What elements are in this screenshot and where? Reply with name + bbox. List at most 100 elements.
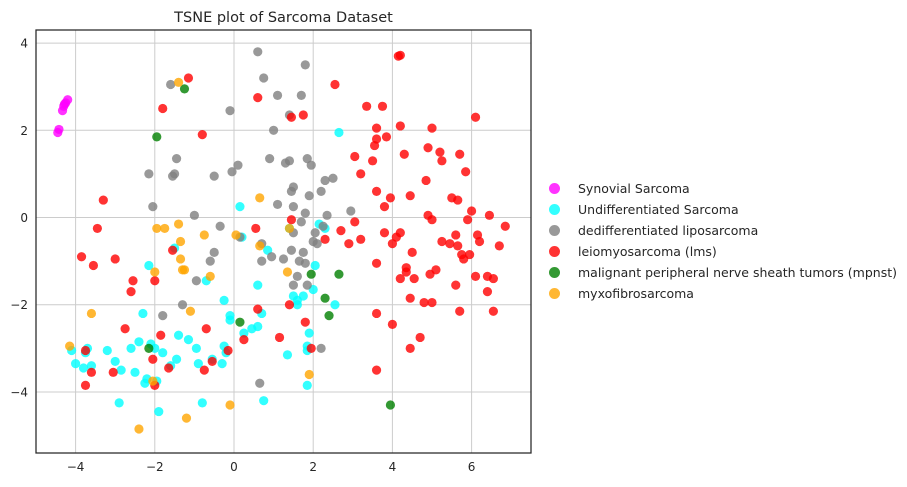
data-point-undifferentiated-sarcoma [225,315,235,325]
data-point-undifferentiated-sarcoma [310,260,320,271]
data-point-dedifferentiated-liposarcoma [272,90,283,101]
data-point-leiomyosarcoma-lms [470,112,481,122]
data-point-dedifferentiated-liposarcoma [292,271,302,281]
data-point-malignant-peripheral-nerve-sheath-tumors-mpnst [152,132,162,142]
data-point-leiomyosarcoma-lms [470,271,481,281]
data-point-malignant-peripheral-nerve-sheath-tumors-mpnst [306,269,316,279]
data-point-leiomyosarcoma-lms [405,343,415,353]
data-point-myxofibrosarcoma [148,376,158,386]
data-point-leiomyosarcoma-lms [482,287,493,297]
data-point-leiomyosarcoma-lms [150,276,160,286]
data-point-myxofibrosarcoma [304,369,314,380]
y-tick-label: 0 [20,211,28,225]
data-point-leiomyosarcoma-lms [379,202,390,212]
data-point-leiomyosarcoma-lms [371,365,382,375]
data-point-leiomyosarcoma-lms [455,306,465,316]
data-point-dedifferentiated-liposarcoma [312,239,322,249]
data-point-dedifferentiated-liposarcoma [158,311,168,321]
data-point-leiomyosarcoma-lms [362,101,372,111]
legend-label: dedifferentiated liposarcoma [578,223,759,238]
data-point-undifferentiated-sarcoma [78,363,89,373]
data-point-dedifferentiated-liposarcoma [265,154,275,164]
data-point-dedifferentiated-liposarcoma [205,256,215,266]
data-point-leiomyosarcoma-lms [223,345,233,356]
data-point-leiomyosarcoma-lms [76,252,87,262]
data-point-leiomyosarcoma-lms [199,365,209,375]
data-point-dedifferentiated-liposarcoma [272,199,283,210]
data-point-leiomyosarcoma-lms [407,247,417,258]
data-point-leiomyosarcoma-lms [300,317,310,327]
legend-swatch [549,267,560,278]
data-point-undifferentiated-sarcoma [173,330,184,340]
legend-swatch [549,183,560,194]
data-point-leiomyosarcoma-lms [445,239,455,249]
data-point-dedifferentiated-liposarcoma [316,343,326,353]
data-point-undifferentiated-sarcoma [235,202,245,212]
data-point-leiomyosarcoma-lms [371,186,382,196]
legend-item: myxofibrosarcoma [548,283,897,304]
data-point-leiomyosarcoma-lms [371,308,382,319]
legend-label: myxofibrosarcoma [578,286,694,301]
data-point-malignant-peripheral-nerve-sheath-tumors-mpnst [179,84,190,94]
data-point-dedifferentiated-liposarcoma [310,228,320,238]
data-point-leiomyosarcoma-lms [451,230,461,240]
data-point-malignant-peripheral-nerve-sheath-tumors-mpnst [235,317,245,327]
data-point-dedifferentiated-liposarcoma [177,300,188,310]
data-point-myxofibrosarcoma [152,223,162,234]
data-point-synovial-sarcoma [54,124,64,135]
data-point-leiomyosarcoma-lms [423,143,433,153]
data-point-dedifferentiated-liposarcoma [300,208,310,218]
grid-lines [36,30,531,453]
data-point-leiomyosarcoma-lms [126,287,136,297]
data-point-leiomyosarcoma-lms [377,101,388,111]
data-point-malignant-peripheral-nerve-sheath-tumors-mpnst [144,343,154,353]
data-point-leiomyosarcoma-lms [385,193,396,203]
chart-title: TSNE plot of Sarcoma Dataset [173,10,393,26]
data-point-myxofibrosarcoma [175,236,186,247]
data-point-leiomyosarcoma-lms [336,225,346,236]
data-point-malignant-peripheral-nerve-sheath-tumors-mpnst [334,269,344,279]
data-point-leiomyosarcoma-lms [330,79,340,90]
data-point-dedifferentiated-liposarcoma [191,276,201,286]
data-point-myxofibrosarcoma [181,413,192,423]
data-point-malignant-peripheral-nerve-sheath-tumors-mpnst [385,400,396,410]
data-point-leiomyosarcoma-lms [421,175,431,186]
data-point-dedifferentiated-liposarcoma [227,167,237,177]
data-point-dedifferentiated-liposarcoma [215,221,225,231]
data-point-leiomyosarcoma-lms [298,110,308,120]
data-point-dedifferentiated-liposarcoma [316,186,326,196]
data-point-leiomyosarcoma-lms [156,330,166,340]
data-point-leiomyosarcoma-lms [98,195,108,205]
data-point-leiomyosarcoma-lms [387,239,397,249]
data-point-leiomyosarcoma-lms [274,332,285,343]
data-point-myxofibrosarcoma [284,223,295,234]
data-point-dedifferentiated-liposarcoma [288,280,298,290]
data-point-undifferentiated-sarcoma [253,321,263,332]
data-point-dedifferentiated-liposarcoma [233,160,243,170]
chart-legend: Synovial Sarcoma Undifferentiated Sarcoma… [548,178,897,304]
data-point-leiomyosarcoma-lms [168,245,178,255]
data-point-undifferentiated-sarcoma [330,300,340,310]
data-point-myxofibrosarcoma [185,306,196,316]
data-point-leiomyosarcoma-lms [465,249,475,260]
data-point-dedifferentiated-liposarcoma [166,79,176,90]
data-point-dedifferentiated-liposarcoma [306,160,316,170]
data-point-leiomyosarcoma-lms [455,149,465,159]
data-point-leiomyosarcoma-lms [488,306,498,316]
data-point-leiomyosarcoma-lms [427,297,437,308]
data-point-undifferentiated-sarcoma [158,348,168,358]
data-point-leiomyosarcoma-lms [197,130,207,140]
y-tick-label: 4 [20,37,28,51]
data-point-dedifferentiated-liposarcoma [259,73,269,83]
data-point-leiomyosarcoma-lms [350,217,360,227]
data-point-leiomyosarcoma-lms [401,267,411,277]
data-point-dedifferentiated-liposarcoma [171,154,182,164]
data-point-leiomyosarcoma-lms [350,151,360,162]
data-point-undifferentiated-sarcoma [298,291,308,301]
data-point-dedifferentiated-liposarcoma [300,258,310,268]
y-tick-label: −4 [10,385,28,399]
data-point-leiomyosarcoma-lms [437,236,447,247]
data-point-myxofibrosarcoma [255,193,265,203]
data-point-dedifferentiated-liposarcoma [253,47,263,57]
